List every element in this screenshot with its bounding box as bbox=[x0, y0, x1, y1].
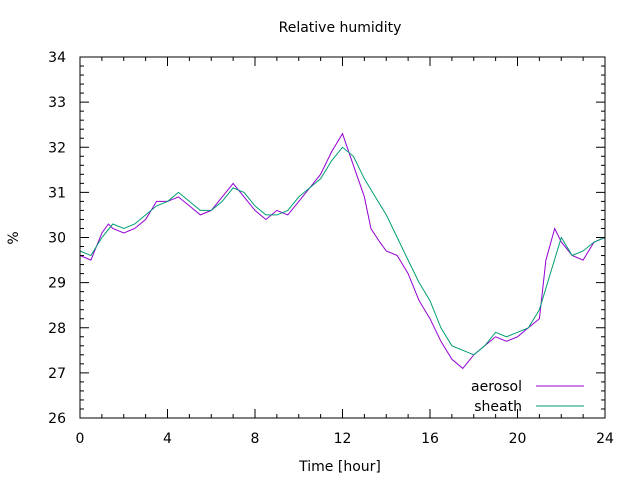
y-axis-label: % bbox=[6, 231, 22, 244]
series-line-aerosol bbox=[79, 132, 606, 370]
y-tick-label: 28 bbox=[48, 321, 66, 337]
legend: aerosol sheath bbox=[471, 379, 584, 415]
y-tick-label: 31 bbox=[48, 185, 66, 201]
x-tick-label: 16 bbox=[421, 431, 439, 447]
series-layer bbox=[79, 132, 606, 370]
x-axis-label: Time [hour] bbox=[298, 459, 381, 475]
y-tick-label: 33 bbox=[48, 95, 66, 111]
y-tick-label: 34 bbox=[48, 50, 66, 66]
x-tick-label: 12 bbox=[334, 431, 352, 447]
legend-label-aerosol: aerosol bbox=[471, 379, 522, 395]
axes-layer: 0 4 8 12 16 20 24 26 27 28 29 30 31 32 33 34 bbox=[48, 50, 614, 447]
x-tick-label: 24 bbox=[596, 431, 614, 447]
x-tick-label: 0 bbox=[76, 431, 85, 447]
series-line-sheath bbox=[79, 146, 606, 356]
y-tick-label: 29 bbox=[48, 276, 66, 292]
chart-title: Relative humidity bbox=[279, 20, 402, 36]
y-tick-label: 26 bbox=[48, 411, 66, 427]
x-tick-label: 8 bbox=[251, 431, 260, 447]
x-tick-label: 20 bbox=[509, 431, 527, 447]
y-tick-label: 32 bbox=[48, 140, 66, 156]
y-tick-label: 27 bbox=[48, 366, 66, 382]
x-tick-label: 4 bbox=[163, 431, 172, 447]
y-tick-label: 30 bbox=[48, 231, 66, 247]
legend-label-sheath: sheath bbox=[474, 399, 522, 415]
plot-frame bbox=[79, 56, 606, 419]
